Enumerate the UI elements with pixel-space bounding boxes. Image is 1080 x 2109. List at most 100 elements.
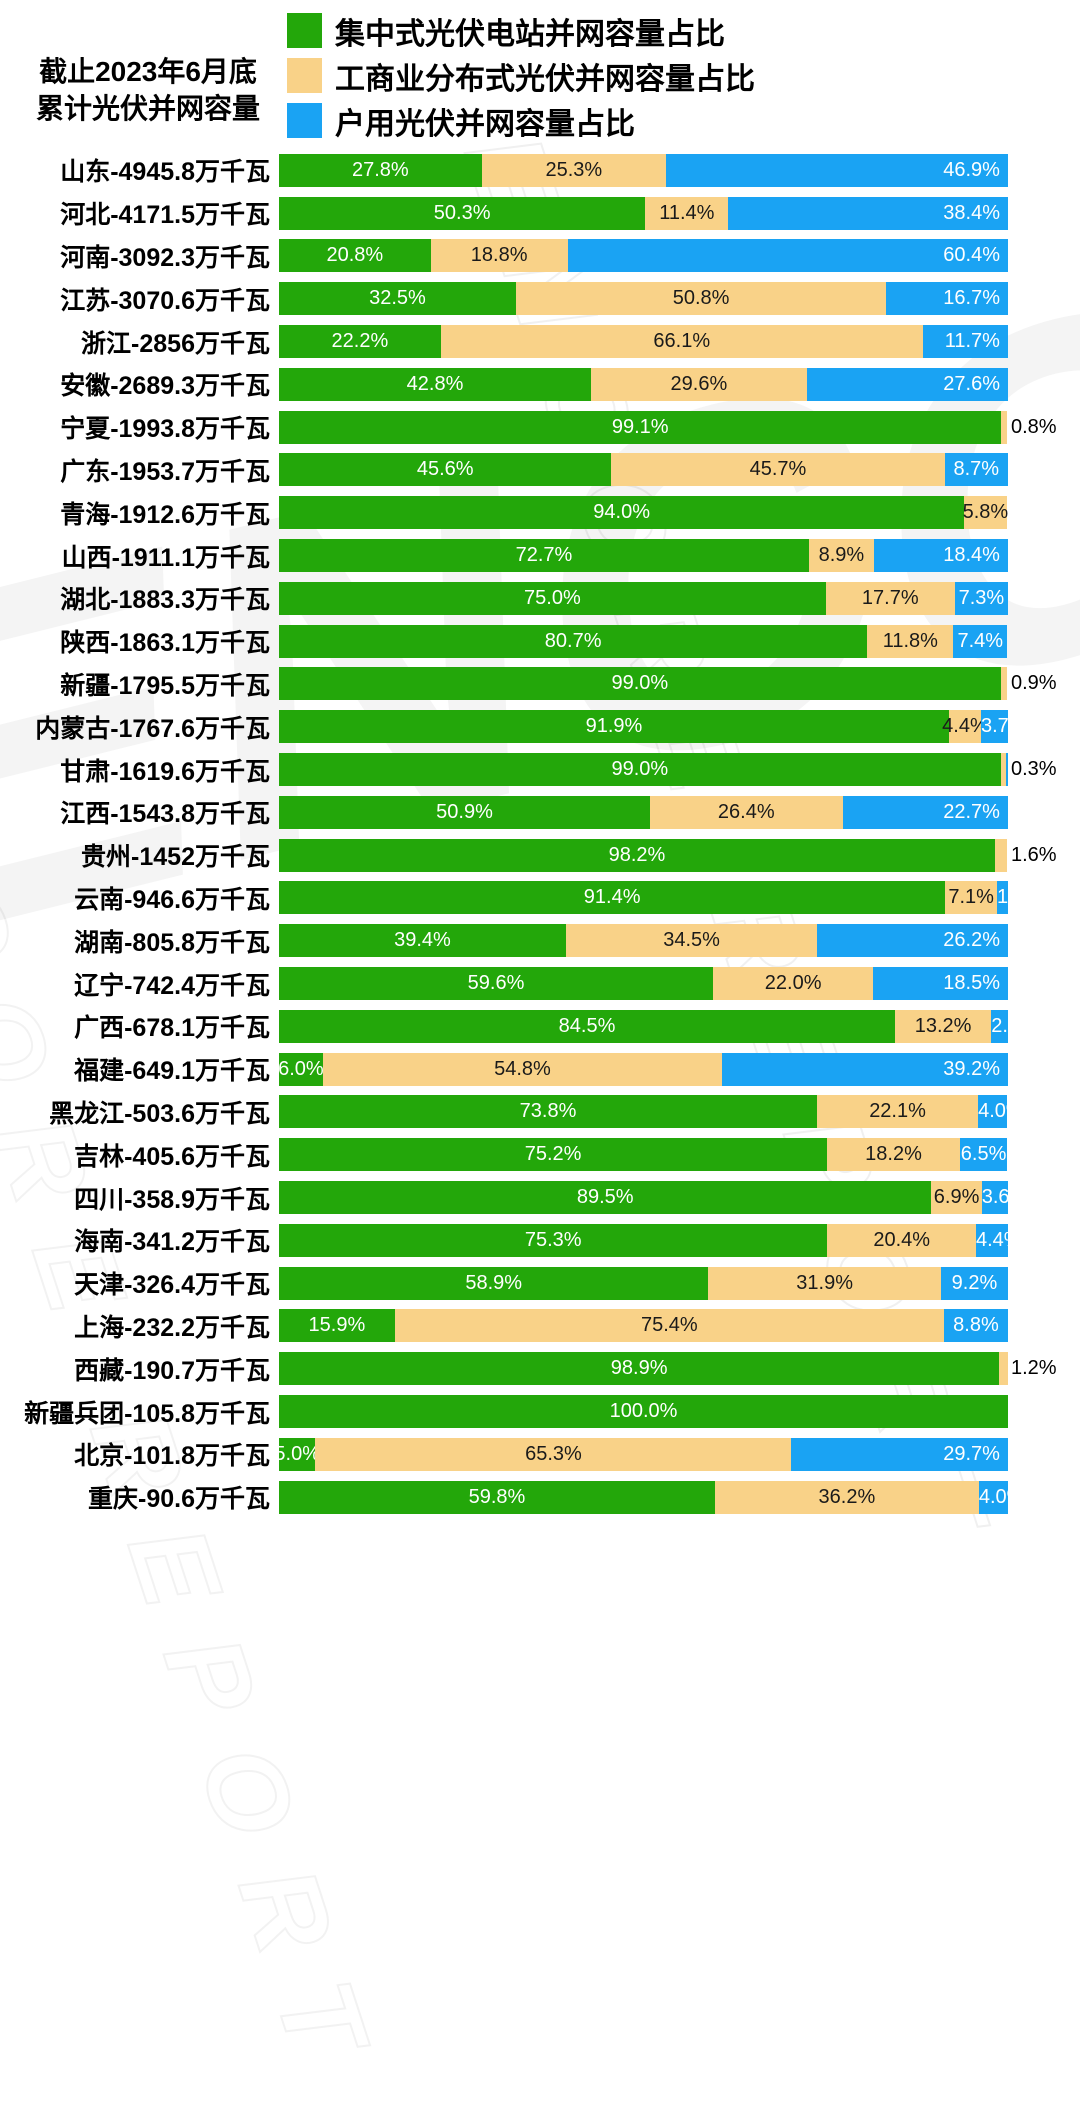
bar-segment-commercial: 20.4% (827, 1223, 976, 1257)
chart-row: 江西-1543.8万千瓦 50.9% 26.4% 22.7% (0, 791, 1080, 834)
stacked-bar: 15.9% 75.4% 8.8% (279, 1309, 1008, 1343)
segment-value-label: 22.1% (869, 1100, 926, 1123)
bar-segment-commercial: 18.2% (827, 1138, 960, 1172)
stacked-bar: 91.9% 4.4%3.7% (279, 710, 1008, 744)
segment-value-label: 75.0% (524, 586, 581, 609)
legend-swatch-centralized (287, 13, 322, 48)
stacked-bar: 99.0% (279, 753, 1008, 787)
bar-segment-commercial: 18.8% (430, 239, 568, 273)
bar-segment-commercial: 34.5% (565, 924, 818, 958)
outside-value-label: 0.3% (1011, 758, 1057, 781)
segment-value-label: 72.7% (515, 544, 573, 567)
bar-segment-centralized: 22.2% (279, 325, 441, 359)
bar-segment-commercial: 4.4% (942, 710, 988, 744)
bar-segment-household: 8.8% (943, 1309, 1008, 1343)
bar-segment-commercial: 29.6% (591, 367, 807, 401)
bar-segment-centralized: 50.9% (279, 795, 651, 829)
chart-row: 云南-946.6万千瓦 91.4% 7.1%1.5% (0, 877, 1080, 920)
segment-value-label: 22.0% (764, 972, 822, 995)
row-category-label: 河南-3092.3万千瓦 (60, 243, 270, 272)
segment-value-label: 11.7% (944, 330, 1000, 353)
bar-segment-centralized: 91.4% (279, 881, 946, 915)
row-category-label: 海南-341.2万千瓦 (74, 1228, 270, 1257)
segment-value-label: 50.9% (436, 800, 493, 823)
bar-segment-household: 18.4% (873, 539, 1008, 573)
row-category-label: 宁夏-1993.8万千瓦 (60, 415, 270, 444)
bar-segment-centralized: 98.9% (279, 1352, 1000, 1386)
stacked-bar: 89.5% 6.9%3.6% (279, 1181, 1008, 1215)
stacked-bar: 45.6% 45.7% 8.7% (279, 453, 1008, 487)
chart-row: 陕西-1863.1万千瓦 80.7% 11.8% 7.4% (0, 620, 1080, 663)
row-category-label: 湖南-805.8万千瓦 (74, 928, 270, 957)
segment-value-label: 29.6% (670, 372, 728, 395)
bar-segment-centralized: 80.7% (279, 624, 868, 658)
bar-segment-commercial: 8.9% (808, 539, 874, 573)
bar-segment-centralized: 59.6% (279, 967, 714, 1001)
bar-segment-household: 7.3% (954, 581, 1008, 615)
segment-value-label: 100.0% (609, 1400, 678, 1422)
segment-value-label: 42.8% (406, 372, 464, 395)
segment-value-label: 39.2% (943, 1057, 1000, 1080)
bar-segment-commercial (1000, 753, 1006, 787)
row-category-label: 福建-649.1万千瓦 (74, 1057, 270, 1086)
segment-value-label: 29.7% (943, 1442, 1000, 1465)
chart-legend: 集中式光伏电站并网容量占比 工商业分布式光伏并网容量占比 户用光伏并网容量占比 (287, 8, 755, 143)
bar-segment-household: 1.5% (997, 881, 1008, 915)
stacked-bar: 91.4% 7.1%1.5% (279, 881, 1008, 915)
row-category-label: 辽宁-742.4万千瓦 (74, 971, 270, 1000)
segment-value-label: 99.0% (611, 672, 669, 695)
row-category-label: 贵州-1452万千瓦 (81, 843, 270, 872)
row-category-label: 内蒙古-1767.6万千瓦 (35, 714, 270, 743)
bar-segment-commercial: 31.9% (708, 1266, 941, 1300)
outside-value-label: 0.8% (1011, 415, 1057, 438)
chart-row: 重庆-90.6万千瓦 59.8% 36.2% 4.0% (0, 1476, 1080, 1519)
outside-value-label: 1.6% (1011, 843, 1057, 866)
chart-row: 贵州-1452万千瓦 98.2% 1.6% (0, 834, 1080, 877)
segment-value-label: 3.7% (981, 715, 1008, 738)
bar-segment-household: 26.2% (817, 924, 1008, 958)
bar-segment-centralized: 5.0% (274, 1437, 320, 1471)
row-category-label: 云南-946.6万千瓦 (74, 885, 270, 914)
segment-value-label: 84.5% (558, 1014, 616, 1037)
outside-value-label: 1.2% (1011, 1357, 1057, 1380)
stacked-bar: 59.8% 36.2% 4.0% (279, 1480, 1008, 1514)
segment-value-label: 45.6% (416, 458, 474, 481)
segment-value-label: 20.8% (326, 244, 384, 267)
segment-value-label: 22.2% (331, 330, 389, 353)
chart-title-line1: 截止2023年6月底 (39, 56, 257, 87)
bar-segment-centralized: 99.1% (279, 410, 1002, 444)
bar-segment-household (1005, 753, 1008, 787)
segment-value-label: 58.9% (465, 1271, 523, 1294)
chart-row: 上海-232.2万千瓦 15.9% 75.4% 8.8% (0, 1305, 1080, 1348)
segment-value-label: 2.3% (991, 1014, 1008, 1037)
bar-segment-commercial: 5.8% (963, 496, 1008, 530)
bar-segment-centralized: 98.2% (279, 838, 995, 872)
row-category-label: 西藏-190.7万千瓦 (74, 1356, 270, 1385)
bar-segment-centralized: 89.5% (279, 1181, 932, 1215)
outside-value-label: 0.9% (1011, 672, 1057, 695)
bar-segment-commercial: 25.3% (481, 153, 667, 187)
bar-segment-centralized: 50.3% (279, 196, 646, 230)
bar-segment-household: 39.2% (722, 1052, 1008, 1086)
segment-value-label: 6.0% (278, 1057, 324, 1080)
stacked-bar: 58.9% 31.9% 9.2% (279, 1266, 1008, 1300)
bar-segment-household: 4.4% (975, 1223, 1008, 1257)
segment-value-label: 75.4% (641, 1314, 698, 1337)
bar-segment-centralized: 27.8% (279, 153, 482, 187)
segment-value-label: 59.8% (468, 1485, 526, 1508)
chart-row: 安徽-2689.3万千瓦 42.8% 29.6% 27.6% (0, 363, 1080, 406)
chart-row: 新疆兵团-105.8万千瓦 100.0% (0, 1390, 1080, 1433)
segment-value-label: 7.4% (957, 629, 1004, 652)
row-category-label: 安徽-2689.3万千瓦 (60, 372, 270, 401)
bar-segment-commercial (999, 1352, 1008, 1386)
segment-value-label: 36.2% (818, 1485, 876, 1508)
chart-row: 海南-341.2万千瓦 75.3% 20.4% 4.4% (0, 1219, 1080, 1262)
legend-swatch-household (287, 103, 322, 138)
row-category-label: 陕西-1863.1万千瓦 (60, 629, 270, 658)
segment-value-label: 50.3% (433, 201, 491, 224)
segment-value-label: 18.5% (943, 972, 1000, 995)
stacked-bar: 75.0% 17.7% 7.3% (279, 581, 1008, 615)
segment-value-label: 9.2% (951, 1271, 998, 1294)
segment-value-label: 16.7% (943, 287, 1000, 310)
segment-value-label: 32.5% (369, 287, 426, 310)
